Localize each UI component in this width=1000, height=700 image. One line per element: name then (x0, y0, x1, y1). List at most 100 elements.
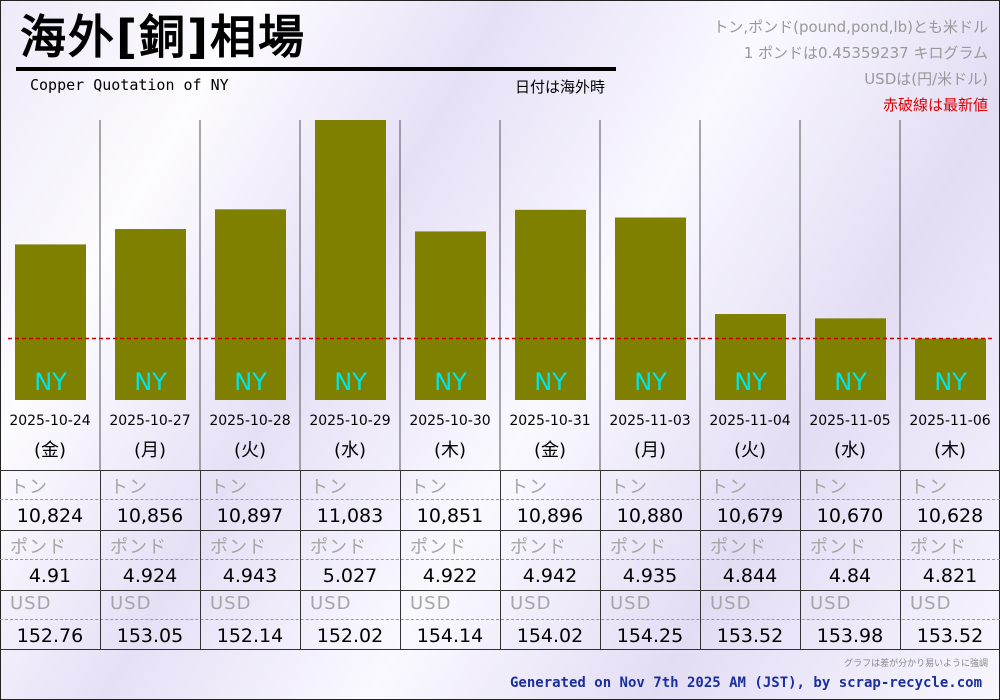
x-tick-weekday: (火) (734, 440, 766, 461)
bar-2025-10-24 (15, 244, 86, 400)
unit-note-usd: USDは(円/米ドル) (864, 70, 988, 88)
row-label: USD (510, 593, 552, 614)
row-label: トン (310, 477, 348, 498)
x-tick-weekday: (月) (634, 440, 666, 461)
bar-label: NY (934, 368, 967, 396)
row-value: 10,670 (816, 505, 884, 527)
x-tick-date: 2025-10-31 (509, 413, 590, 429)
row-label: トン (910, 477, 948, 498)
row-label: USD (410, 593, 452, 614)
bar-2025-10-27 (115, 229, 186, 400)
row-value: 4.924 (122, 565, 178, 587)
x-tick-weekday: (月) (134, 440, 166, 461)
x-tick-date: 2025-10-29 (309, 413, 390, 429)
row-value: 10,880 (616, 505, 684, 527)
bar-label: NY (734, 368, 767, 396)
emphasis-note: グラフは差が分かり易いように強調 (844, 659, 988, 669)
bar-2025-11-05 (815, 318, 886, 400)
bar-label: NY (134, 368, 167, 396)
row-label: USD (810, 593, 852, 614)
row-value: 4.935 (622, 565, 678, 587)
row-label: ポンド (10, 537, 67, 558)
row-value: 152.76 (16, 625, 84, 647)
x-tick-weekday: (火) (234, 440, 266, 461)
x-tick-date: 2025-11-06 (909, 413, 990, 429)
row-label: トン (410, 477, 448, 498)
row-label: ポンド (110, 537, 167, 558)
bar-label: NY (834, 368, 867, 396)
row-value: 154.25 (616, 625, 684, 647)
x-tick-date: 2025-10-28 (209, 413, 290, 429)
bar-label: NY (434, 368, 467, 396)
row-value: 4.84 (828, 565, 872, 587)
column-separator (800, 470, 801, 650)
row-value: 153.52 (716, 625, 784, 647)
page-title: 海外[銅]相場 (20, 10, 307, 64)
latest-line-note: 赤破線は最新値 (882, 96, 988, 114)
row-value: 154.14 (416, 625, 484, 647)
date-note: 日付は海外時 (515, 78, 606, 96)
bar-label: NY (334, 368, 367, 396)
column-separator (600, 470, 601, 650)
unit-note-pound: 1 ポンドは0.45359237 キログラム (743, 44, 988, 62)
row-value: 10,628 (916, 505, 984, 527)
row-value: 10,679 (716, 505, 784, 527)
row-value: 11,083 (316, 505, 384, 527)
chart-subtitle: Copper Quotation of NY (30, 76, 229, 94)
row-value: 4.91 (28, 565, 72, 587)
bar-label: NY (34, 368, 67, 396)
bar-2025-11-03 (615, 217, 686, 400)
row-label: ポンド (410, 537, 467, 558)
bar-2025-11-04 (715, 314, 786, 400)
row-value: 5.027 (322, 565, 378, 587)
row-value: 4.943 (222, 565, 278, 587)
x-tick-weekday: (金) (34, 440, 66, 461)
row-label: USD (10, 593, 52, 614)
row-label: USD (310, 593, 352, 614)
bar-2025-10-28 (215, 209, 286, 400)
x-tick-weekday: (木) (934, 440, 966, 461)
column-separator (400, 470, 401, 650)
row-value: 4.942 (522, 565, 578, 587)
column-separator (200, 470, 201, 650)
row-label: ポンド (610, 537, 667, 558)
x-tick-weekday: (金) (534, 440, 566, 461)
x-tick-weekday: (木) (434, 440, 466, 461)
row-value: 4.821 (922, 565, 978, 587)
row-value: 153.05 (116, 625, 184, 647)
row-label: トン (210, 477, 248, 498)
row-value: 10,897 (216, 505, 284, 527)
row-label: ポンド (810, 537, 867, 558)
bar-chart: NY 2025-10-24 (金) NY 2025-10-27 (月) NY 2025-10-… (8, 120, 992, 470)
column-separator (500, 470, 501, 650)
bar-2025-10-29 (315, 120, 386, 400)
row-value: 4.844 (722, 565, 778, 587)
x-tick-weekday: (水) (334, 440, 366, 461)
bar-2025-10-30 (415, 231, 486, 400)
row-label: USD (210, 593, 252, 614)
row-value: 4.922 (422, 565, 478, 587)
x-tick-date: 2025-10-30 (409, 413, 490, 429)
column-separator (300, 470, 301, 650)
x-tick-date: 2025-11-03 (609, 413, 690, 429)
x-tick-date: 2025-11-05 (809, 413, 890, 429)
row-value: 152.14 (216, 625, 284, 647)
row-label: ポンド (910, 537, 967, 558)
row-label: トン (510, 477, 548, 498)
column-separator (700, 470, 701, 650)
x-tick-date: 2025-10-24 (9, 413, 90, 429)
bar-label: NY (634, 368, 667, 396)
row-value: 153.52 (916, 625, 984, 647)
row-label: USD (910, 593, 952, 614)
x-tick-date: 2025-11-04 (709, 413, 790, 429)
row-label: トン (610, 477, 648, 498)
row-value: 10,824 (16, 505, 84, 527)
bar-label: NY (534, 368, 567, 396)
row-label: トン (10, 477, 48, 498)
bar-2025-10-31 (515, 209, 586, 400)
bar-label: NY (234, 368, 267, 396)
row-label: トン (110, 477, 148, 498)
generated-credit: Generated on Nov 7th 2025 AM (JST), by s… (509, 675, 982, 691)
row-value: 10,856 (116, 505, 184, 527)
row-label: ポンド (210, 537, 267, 558)
